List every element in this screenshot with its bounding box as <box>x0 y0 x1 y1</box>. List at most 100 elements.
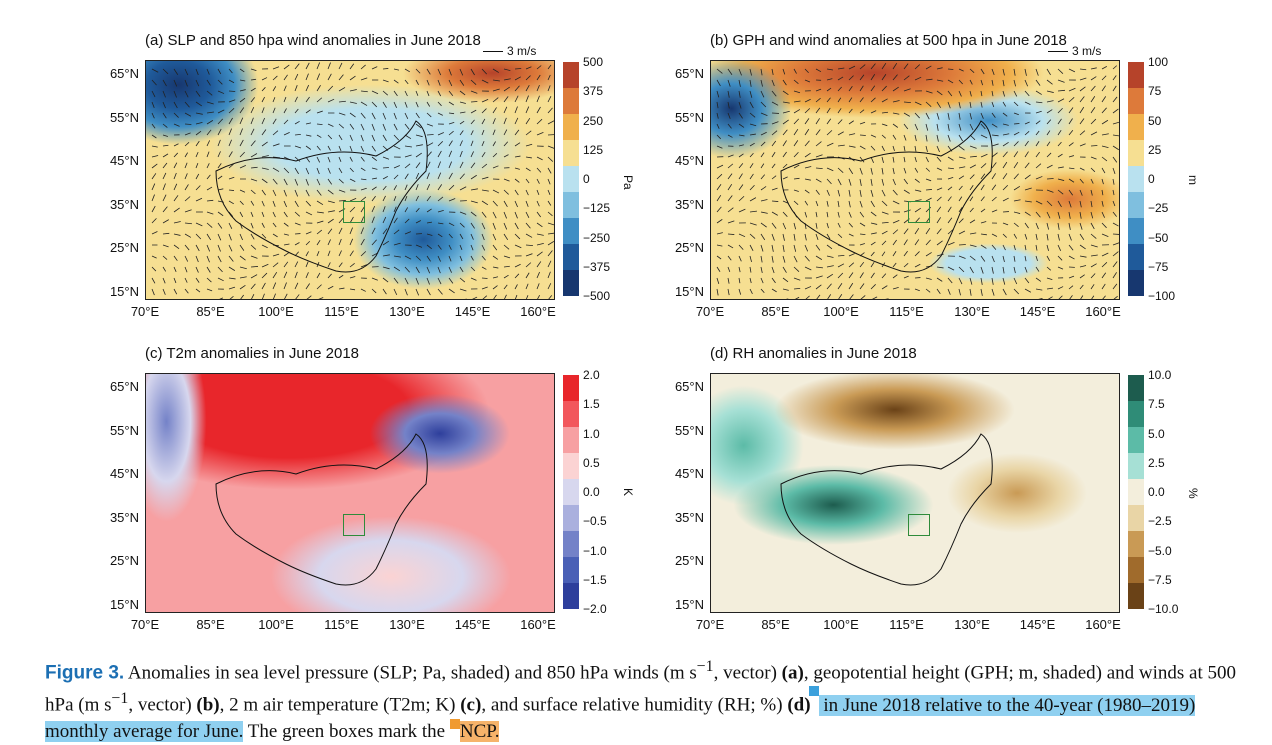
colorbar-segment <box>1128 114 1144 140</box>
wind-vector <box>460 299 467 300</box>
colorbar-tick-label: 75 <box>1148 84 1161 98</box>
panel-title: (d) RH anomalies in June 2018 <box>710 345 917 362</box>
lat-tick-label: 15°N <box>99 597 139 612</box>
colorbar-segment <box>1128 218 1144 244</box>
lon-tick-label: 130°E <box>382 617 432 632</box>
lon-tick-label: 70°E <box>120 617 170 632</box>
highlighted-text-ncp[interactable]: NCP. <box>460 721 500 742</box>
wind-vector <box>783 299 788 300</box>
lon-tick-label: 145°E <box>448 617 498 632</box>
lat-tick-label: 35°N <box>664 197 704 212</box>
colorbar-tick-label: 0 <box>1148 172 1155 186</box>
map-field <box>145 60 555 300</box>
lon-tick-label: 85°E <box>751 617 801 632</box>
reference-vector-label: 3 m/s <box>507 44 536 58</box>
lon-tick-label: 70°E <box>120 304 170 319</box>
colorbar-segment <box>1128 479 1144 505</box>
lon-tick-label: 115°E <box>317 617 367 632</box>
lat-tick-label: 45°N <box>99 153 139 168</box>
colorbar-segment <box>1128 140 1144 166</box>
colorbar-segment <box>1128 88 1144 114</box>
lon-tick-label: 115°E <box>882 617 932 632</box>
reference-vector-label: 3 m/s <box>1072 44 1101 58</box>
reference-arrow <box>1048 51 1068 52</box>
lon-tick-label: 130°E <box>382 304 432 319</box>
lon-tick-label: 85°E <box>186 617 236 632</box>
lat-tick-label: 35°N <box>664 510 704 525</box>
lat-tick-label: 35°N <box>99 510 139 525</box>
colorbar-segment <box>1128 583 1144 609</box>
lon-tick-label: 115°E <box>882 304 932 319</box>
lat-tick-label: 55°N <box>664 423 704 438</box>
lon-tick-label: 70°E <box>685 304 735 319</box>
lon-tick-label: 130°E <box>947 617 997 632</box>
lat-tick-label: 25°N <box>664 553 704 568</box>
panel-title: (c) T2m anomalies in June 2018 <box>145 345 359 362</box>
figure-caption: Figure 3. Anomalies in sea level pressur… <box>45 654 1255 745</box>
map-field <box>710 60 1120 300</box>
lat-tick-label: 45°N <box>99 466 139 481</box>
lat-tick-label: 15°N <box>664 284 704 299</box>
colorbar-tick-label: −10.0 <box>1148 602 1178 616</box>
comment-marker-orange-icon[interactable] <box>450 719 460 729</box>
coastline <box>216 121 427 272</box>
ncp-box <box>343 514 365 536</box>
colorbar-tick-label: −25 <box>1148 201 1168 215</box>
colorbar-unit: % <box>1186 488 1200 499</box>
lon-tick-label: 115°E <box>317 304 367 319</box>
ncp-box <box>908 514 930 536</box>
panel-a: (a) SLP and 850 hpa wind anomalies in Ju… <box>0 30 565 340</box>
lat-tick-label: 25°N <box>99 240 139 255</box>
lon-tick-label: 130°E <box>947 304 997 319</box>
coastline <box>781 434 992 585</box>
colorbar-tick-label: 10.0 <box>1148 368 1171 382</box>
colorbar-segment <box>1128 62 1144 88</box>
colorbar-segment <box>1128 427 1144 453</box>
colorbar-segment <box>1128 244 1144 270</box>
lon-tick-label: 145°E <box>448 304 498 319</box>
map-field <box>145 373 555 613</box>
colorbar-tick-label: −75 <box>1148 260 1168 274</box>
comment-marker-blue-icon[interactable] <box>809 686 819 696</box>
panel-title: (a) SLP and 850 hpa wind anomalies in Ju… <box>145 32 481 49</box>
lon-tick-label: 160°E <box>513 304 563 319</box>
country-boundaries <box>711 374 1120 613</box>
colorbar-segment <box>1128 166 1144 192</box>
colorbar-segment <box>1128 531 1144 557</box>
lat-tick-label: 65°N <box>99 379 139 394</box>
country-boundaries <box>146 61 555 300</box>
colorbar-tick-label: 25 <box>1148 143 1161 157</box>
lat-tick-label: 65°N <box>664 66 704 81</box>
lon-tick-label: 100°E <box>251 304 301 319</box>
colorbar-tick-label: 7.5 <box>1148 397 1165 411</box>
lat-tick-label: 65°N <box>99 66 139 81</box>
coastline <box>216 434 427 585</box>
ncp-box <box>908 201 930 223</box>
lon-tick-label: 100°E <box>251 617 301 632</box>
colorbar-tick-label: 5.0 <box>1148 427 1165 441</box>
colorbar-segment <box>1128 192 1144 218</box>
colorbar-tick-label: 50 <box>1148 114 1161 128</box>
lon-tick-label: 160°E <box>1078 304 1128 319</box>
lon-tick-label: 70°E <box>685 617 735 632</box>
lat-tick-label: 35°N <box>99 197 139 212</box>
lat-tick-label: 45°N <box>664 153 704 168</box>
colorbar-segment <box>1128 557 1144 583</box>
lon-tick-label: 145°E <box>1013 617 1063 632</box>
lon-tick-label: 145°E <box>1013 304 1063 319</box>
coastline <box>781 121 992 272</box>
colorbar-segment <box>1128 270 1144 296</box>
panel-b: (b) GPH and wind anomalies at 500 hpa in… <box>565 30 1130 340</box>
colorbar-segment <box>1128 401 1144 427</box>
lat-tick-label: 25°N <box>99 553 139 568</box>
figure-label: Figure 3. <box>45 662 124 683</box>
lon-tick-label: 100°E <box>816 304 866 319</box>
lon-tick-label: 85°E <box>186 304 236 319</box>
colorbar-unit: m <box>1186 175 1200 185</box>
panel-title: (b) GPH and wind anomalies at 500 hpa in… <box>710 32 1067 49</box>
lat-tick-label: 55°N <box>664 110 704 125</box>
colorbar-tick-label: −50 <box>1148 231 1168 245</box>
lat-tick-label: 15°N <box>664 597 704 612</box>
lon-tick-label: 100°E <box>816 617 866 632</box>
